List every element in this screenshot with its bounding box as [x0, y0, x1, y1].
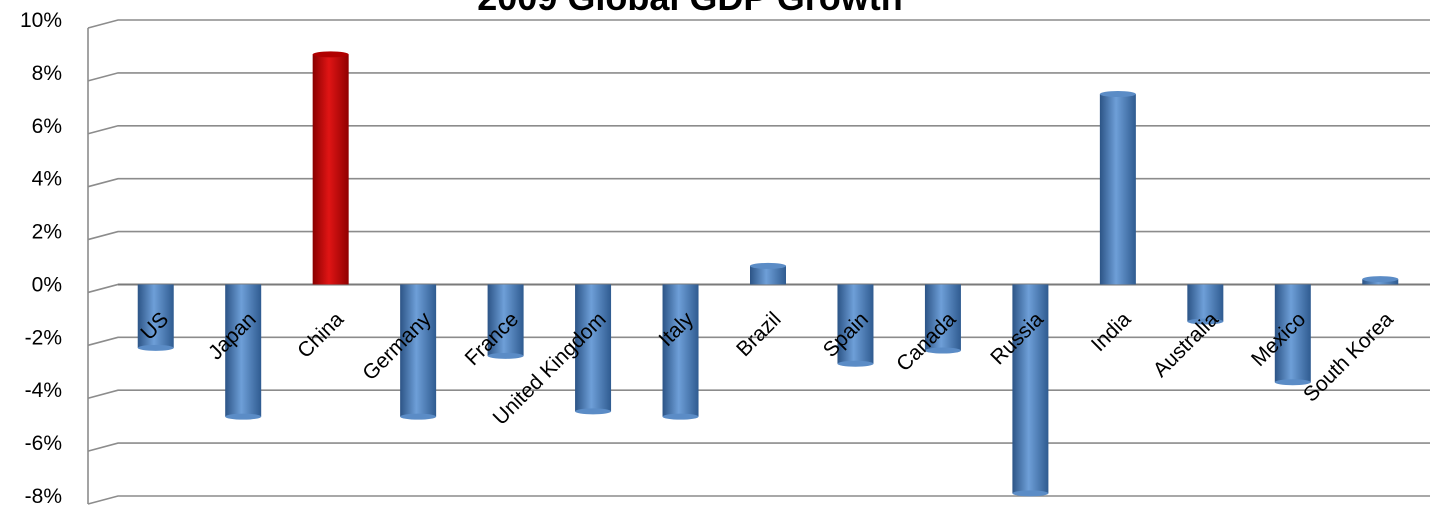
- bar-japan: [225, 284, 262, 420]
- bar-brazil: [750, 262, 786, 285]
- bar-body: [312, 54, 349, 285]
- bar-body: [924, 284, 961, 351]
- y-tick-label: -4%: [25, 379, 62, 402]
- bar-cap: [312, 51, 349, 58]
- y-tick-label: 4%: [32, 168, 62, 191]
- bar-cap: [575, 408, 612, 415]
- y-tick-label: 10%: [20, 9, 62, 32]
- bar-cap: [1274, 379, 1311, 386]
- bar-italy: [662, 284, 699, 420]
- gridline: [87, 230, 1430, 241]
- gridline: [87, 283, 1430, 294]
- bar-south-korea: [1362, 276, 1399, 285]
- chart-title: 2009 Global GDP Growth: [477, 0, 902, 18]
- x-category-label: Australia: [1149, 307, 1223, 381]
- bar-russia: [1012, 284, 1049, 497]
- y-tick-label: 2%: [32, 221, 62, 244]
- bar-spain: [837, 284, 874, 367]
- bar-body: [575, 284, 612, 412]
- x-category-label: South Korea: [1299, 308, 1398, 407]
- bar-body: [837, 284, 874, 364]
- bar-cap: [1012, 490, 1049, 497]
- y-tick-label: -8%: [25, 485, 62, 507]
- bar-cap: [662, 413, 699, 420]
- bar-germany: [400, 284, 437, 420]
- bar-canada: [924, 284, 961, 354]
- y-tick-label: -6%: [25, 432, 62, 455]
- bar-body: [1187, 284, 1224, 322]
- bar-body: [662, 284, 699, 417]
- bar-india: [1099, 91, 1136, 285]
- gridlines: [87, 19, 1430, 505]
- bar-cap: [1362, 276, 1399, 283]
- gridline: [87, 495, 1430, 505]
- y-tick-label: 8%: [32, 62, 62, 85]
- x-category-label: China: [293, 307, 348, 362]
- bar-body: [137, 284, 174, 348]
- bar-cap: [487, 352, 524, 359]
- bar-cap: [924, 347, 961, 354]
- gridline: [87, 124, 1430, 135]
- y-axis-ticks: 10% 8% 6% 4% 2% 0% -2% -4% -6% -8%: [20, 9, 62, 507]
- bar-body: [1099, 94, 1136, 285]
- bar-france: [487, 284, 524, 359]
- bar-australia: [1187, 284, 1224, 325]
- bar-body: [750, 265, 786, 285]
- bar-mexico: [1274, 284, 1311, 386]
- y-tick-label: 0%: [32, 273, 62, 296]
- bar-body: [487, 284, 524, 356]
- bars: [137, 51, 1399, 497]
- x-category-label: India: [1087, 307, 1136, 356]
- bar-united-kingdom: [575, 284, 612, 415]
- bar-body: [225, 284, 262, 417]
- bar-cap: [837, 360, 874, 367]
- bar-cap: [400, 413, 437, 420]
- bar-cap: [750, 262, 786, 269]
- bar-body: [400, 284, 437, 417]
- gridline: [87, 442, 1430, 452]
- bar-cap: [1187, 318, 1224, 325]
- y-tick-label: 6%: [32, 115, 62, 138]
- gridline: [87, 389, 1430, 399]
- bar-cap: [137, 344, 174, 351]
- gridline: [87, 336, 1430, 347]
- bar-us: [137, 284, 174, 351]
- gridline: [87, 72, 1430, 82]
- x-category-label: Brazil: [732, 308, 785, 361]
- bar-cap: [225, 413, 262, 420]
- bar-body: [1012, 284, 1049, 494]
- bar-cap: [1099, 91, 1136, 98]
- gridline: [87, 19, 1430, 29]
- bar-body: [1274, 284, 1311, 383]
- y-tick-label: -2%: [25, 326, 62, 349]
- gridline: [87, 177, 1430, 188]
- bar-china: [312, 51, 349, 285]
